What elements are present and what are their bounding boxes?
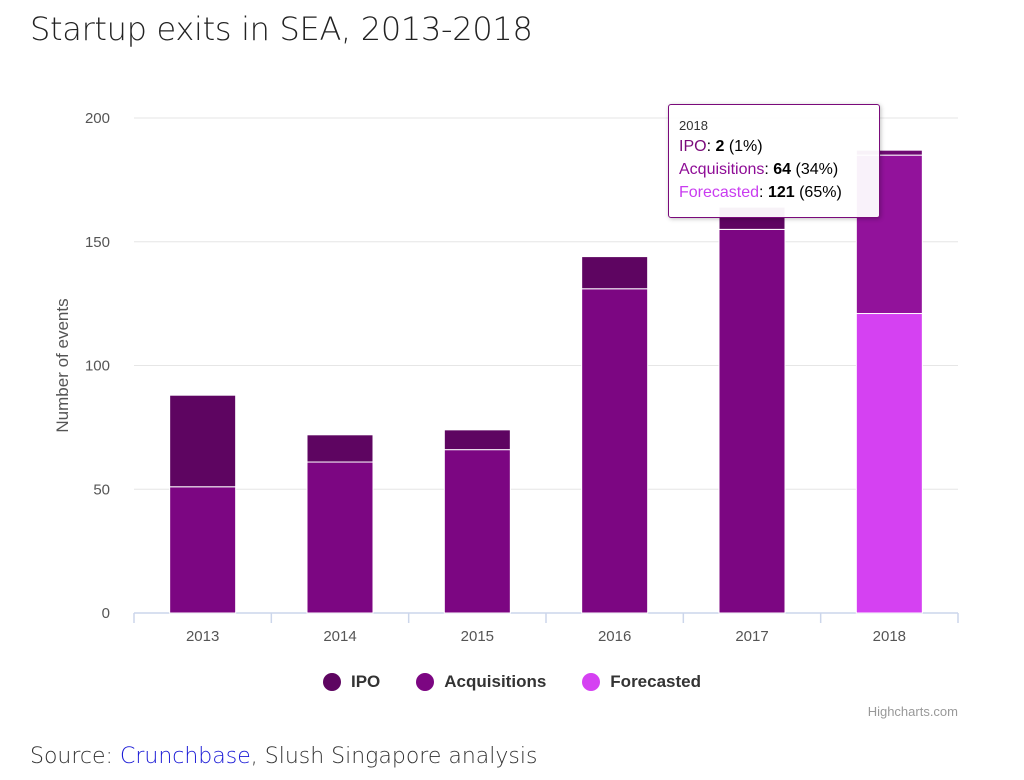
chart-title: Startup exits in SEA, 2013-2018 — [30, 10, 533, 48]
legend-label-acquisitions: Acquisitions — [444, 672, 547, 691]
tooltip-pct-acquisitions: (34%) — [795, 161, 839, 178]
bar-ipo-2016 — [581, 256, 649, 290]
legend-marker-acquisitions — [416, 673, 435, 691]
bar-acquisitions-2016 — [581, 288, 649, 614]
y-tick-label-150: 150 — [85, 234, 110, 251]
tooltip-name-ipo: IPO — [679, 138, 707, 155]
x-tick-label-2018: 2018 — [873, 628, 906, 645]
source-prefix: Source: — [30, 744, 120, 769]
bar-ipo-2013 — [169, 394, 237, 488]
bar-forecasted-2018 — [855, 313, 923, 614]
bar-acquisitions-2015 — [443, 449, 511, 614]
legend-marker-forecasted — [582, 673, 601, 691]
tooltip-value-ipo: 2 — [715, 138, 725, 155]
source-suffix: , Slush Singapore analysis — [250, 744, 538, 769]
y-tick-label-200: 200 — [85, 110, 110, 127]
chart-plot: 0 50 100 150 200 2013 2014 2015 2016 2017 2018 Numb… — [53, 110, 959, 645]
tooltip-row-acquisitions: Acquisitions: 64 (34%) — [679, 161, 839, 178]
y-axis-title: Number of events — [53, 298, 72, 432]
legend-item-acquisitions[interactable]: Acquisitions — [416, 672, 546, 692]
tooltip-value-forecasted: 121 — [767, 184, 795, 201]
tooltip-name-forecasted: Forecasted — [679, 184, 760, 201]
bar-acquisitions-2014 — [306, 461, 374, 614]
y-tick-label-0: 0 — [102, 605, 110, 622]
x-tick-label-2015: 2015 — [461, 628, 494, 645]
highcharts-credits[interactable]: Highcharts.com — [867, 704, 958, 719]
legend: IPO Acquisitions Forecasted — [0, 672, 1024, 692]
tooltip-header: 2018 — [679, 118, 708, 133]
x-tick-label-2013: 2013 — [186, 628, 219, 645]
source-link-crunchbase[interactable]: Crunchbase — [119, 744, 251, 769]
legend-label-forecasted: Forecasted — [610, 672, 701, 691]
tooltip-row-ipo: IPO: 2 (1%) — [679, 138, 763, 155]
source-note: Source: Crunchbase, Slush Singapore anal… — [30, 744, 537, 769]
y-tick-label-50: 50 — [93, 481, 110, 498]
tooltip-value-acquisitions: 64 — [773, 161, 792, 178]
tooltip: 2018 IPO: 2 (1%) Acquisitions: 64 (34%) … — [668, 104, 880, 218]
tooltip-row-forecasted: Forecasted: 121 (65%) — [679, 184, 842, 201]
legend-item-ipo[interactable]: IPO — [322, 672, 381, 692]
legend-label-ipo: IPO — [350, 672, 381, 691]
bar-ipo-2015 — [443, 429, 511, 451]
y-tick-label-100: 100 — [85, 358, 110, 375]
tooltip-pct-ipo: (1%) — [728, 138, 763, 155]
x-tick-label-2014: 2014 — [323, 628, 356, 645]
tooltip-name-acquisitions: Acquisitions — [679, 161, 765, 178]
x-tick-label-2016: 2016 — [598, 628, 631, 645]
tooltip-pct-forecasted: (65%) — [799, 184, 842, 201]
legend-item-forecasted[interactable]: Forecasted — [582, 672, 701, 692]
bar-acquisitions-2013 — [169, 486, 237, 614]
legend-marker-ipo — [322, 673, 341, 691]
bar-acquisitions-2017 — [718, 228, 786, 614]
x-tick-label-2017: 2017 — [735, 628, 768, 645]
bar-ipo-2014 — [306, 434, 374, 463]
